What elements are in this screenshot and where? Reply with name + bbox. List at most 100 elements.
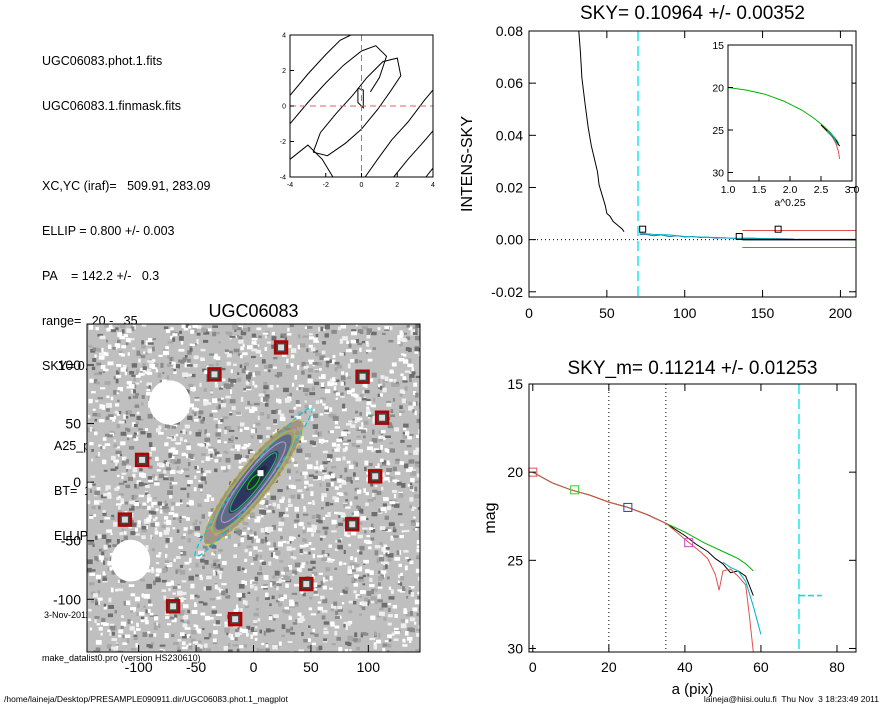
noise-pixel: [414, 410, 417, 416]
noise-pixel: [319, 413, 324, 416]
noise-pixel: [218, 404, 221, 409]
noise-pixel: [260, 397, 263, 402]
noise-pixel: [402, 586, 406, 592]
noise-pixel: [286, 365, 291, 369]
noise-pixel: [223, 646, 228, 651]
noise-pixel: [142, 505, 148, 509]
noise-pixel: [121, 461, 127, 466]
noise-pixel: [204, 480, 207, 485]
noise-pixel: [390, 414, 396, 417]
noise-pixel: [139, 380, 143, 383]
noise-pixel: [408, 586, 415, 589]
noise-pixel: [346, 476, 353, 482]
noise-pixel: [334, 616, 340, 619]
noise-pixel: [414, 401, 418, 406]
noise-pixel: [110, 455, 116, 461]
noise-pixel: [198, 410, 204, 415]
noise-pixel: [158, 552, 162, 555]
x-tick-label: 0: [529, 659, 537, 675]
noise-pixel: [238, 465, 244, 469]
noise-pixel: [111, 638, 118, 641]
noise-pixel: [151, 569, 155, 574]
noise-pixel: [164, 560, 170, 563]
noise-pixel: [298, 521, 304, 527]
noise-pixel: [121, 615, 124, 618]
noise-pixel: [297, 618, 304, 623]
sky-title: SKY= 0.10964 +/- 0.00352: [580, 3, 805, 24]
noise-pixel: [230, 369, 233, 374]
info-line: UGC06083.phot.1.fits: [42, 54, 163, 68]
noise-pixel: [105, 408, 110, 412]
noise-pixel: [271, 595, 275, 600]
y-tick-label: 20: [712, 83, 724, 95]
noise-pixel: [172, 517, 176, 520]
noise-pixel: [95, 381, 100, 385]
noise-pixel: [376, 558, 379, 564]
noise-pixel: [312, 628, 316, 634]
noise-pixel: [367, 499, 374, 502]
noise-pixel: [126, 465, 132, 469]
noise-pixel: [236, 604, 239, 610]
noise-pixel: [240, 531, 247, 536]
noise-pixel: [311, 515, 316, 519]
noise-pixel: [221, 590, 226, 596]
noise-pixel: [409, 377, 412, 382]
noise-pixel: [207, 328, 212, 332]
noise-pixel: [210, 564, 216, 568]
noise-pixel: [226, 426, 232, 430]
noise-pixel: [342, 442, 349, 446]
noise-pixel: [105, 352, 109, 357]
noise-pixel: [98, 555, 104, 560]
noise-pixel: [95, 601, 99, 606]
noise-pixel: [199, 576, 203, 581]
x-tick-label: 4: [431, 182, 435, 189]
noise-pixel: [383, 476, 390, 481]
y-tick-label: 15: [712, 40, 724, 52]
noise-pixel: [288, 540, 292, 544]
noise-pixel: [327, 454, 333, 459]
noise-pixel: [165, 346, 169, 350]
noise-pixel: [104, 381, 111, 385]
noise-pixel: [155, 516, 158, 520]
x-tick-label: 50: [303, 659, 319, 675]
noise-pixel: [274, 584, 277, 588]
noise-pixel: [252, 372, 256, 378]
noise-pixel: [337, 544, 343, 550]
noise-pixel: [254, 384, 258, 388]
noise-pixel: [278, 578, 282, 584]
noise-pixel: [134, 596, 140, 602]
noise-pixel: [409, 482, 413, 486]
noise-pixel: [253, 531, 257, 537]
noise-pixel: [394, 493, 397, 499]
noise-pixel: [358, 426, 364, 430]
noise-pixel: [281, 571, 285, 575]
noise-pixel: [162, 568, 167, 574]
noise-pixel: [366, 535, 370, 538]
noise-pixel: [251, 348, 258, 352]
noise-pixel: [175, 502, 180, 506]
noise-pixel: [171, 618, 177, 623]
noise-pixel: [310, 632, 315, 635]
noise-pixel: [377, 327, 381, 331]
noise-pixel: [263, 382, 268, 386]
noise-pixel: [371, 449, 374, 453]
noise-pixel: [281, 634, 285, 638]
noise-pixel: [117, 588, 124, 592]
noise-pixel: [186, 634, 191, 637]
noise-pixel: [165, 616, 171, 619]
noise-pixel: [339, 492, 345, 496]
noise-pixel: [165, 462, 170, 467]
noise-pixel: [170, 455, 175, 459]
noise-pixel: [389, 370, 394, 374]
noise-pixel: [418, 352, 420, 357]
noise-pixel: [362, 382, 366, 387]
noise-pixel: [219, 574, 222, 579]
noise-pixel: [259, 629, 262, 634]
noise-pixel: [278, 399, 282, 404]
noise-pixel: [393, 638, 399, 641]
noise-pixel: [203, 331, 210, 335]
mag-series-line: [532, 471, 754, 652]
noise-pixel: [326, 553, 330, 557]
y-tick-label: 0: [282, 104, 286, 111]
noise-pixel: [106, 529, 112, 533]
